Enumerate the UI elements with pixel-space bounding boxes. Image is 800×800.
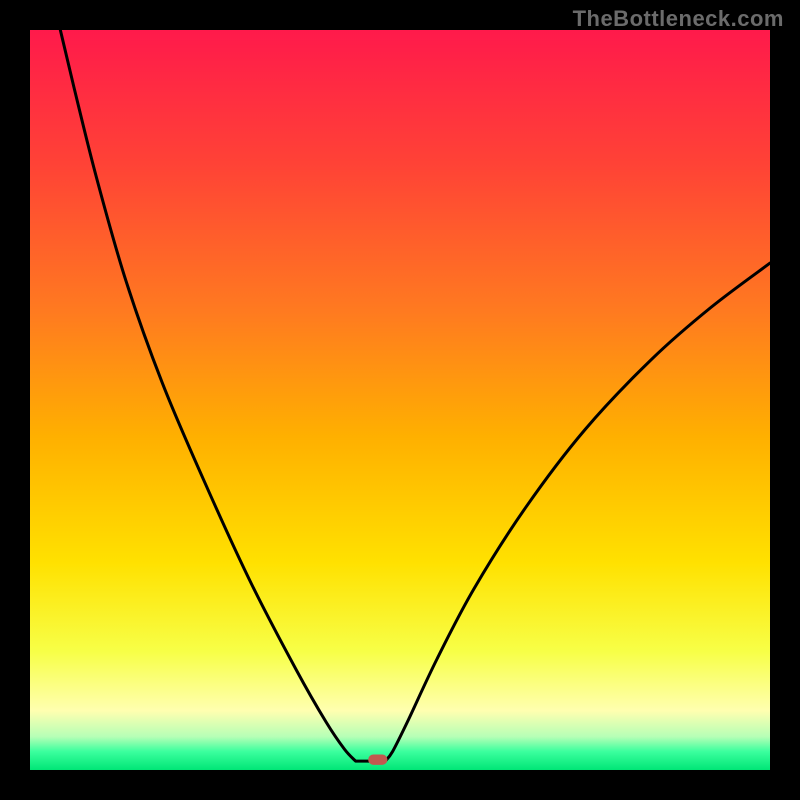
watermark-text: TheBottleneck.com: [573, 6, 784, 32]
chart-svg: [0, 0, 800, 800]
minimum-marker: [368, 754, 387, 764]
chart-plot-area: [30, 30, 770, 770]
chart-frame: TheBottleneck.com: [0, 0, 800, 800]
